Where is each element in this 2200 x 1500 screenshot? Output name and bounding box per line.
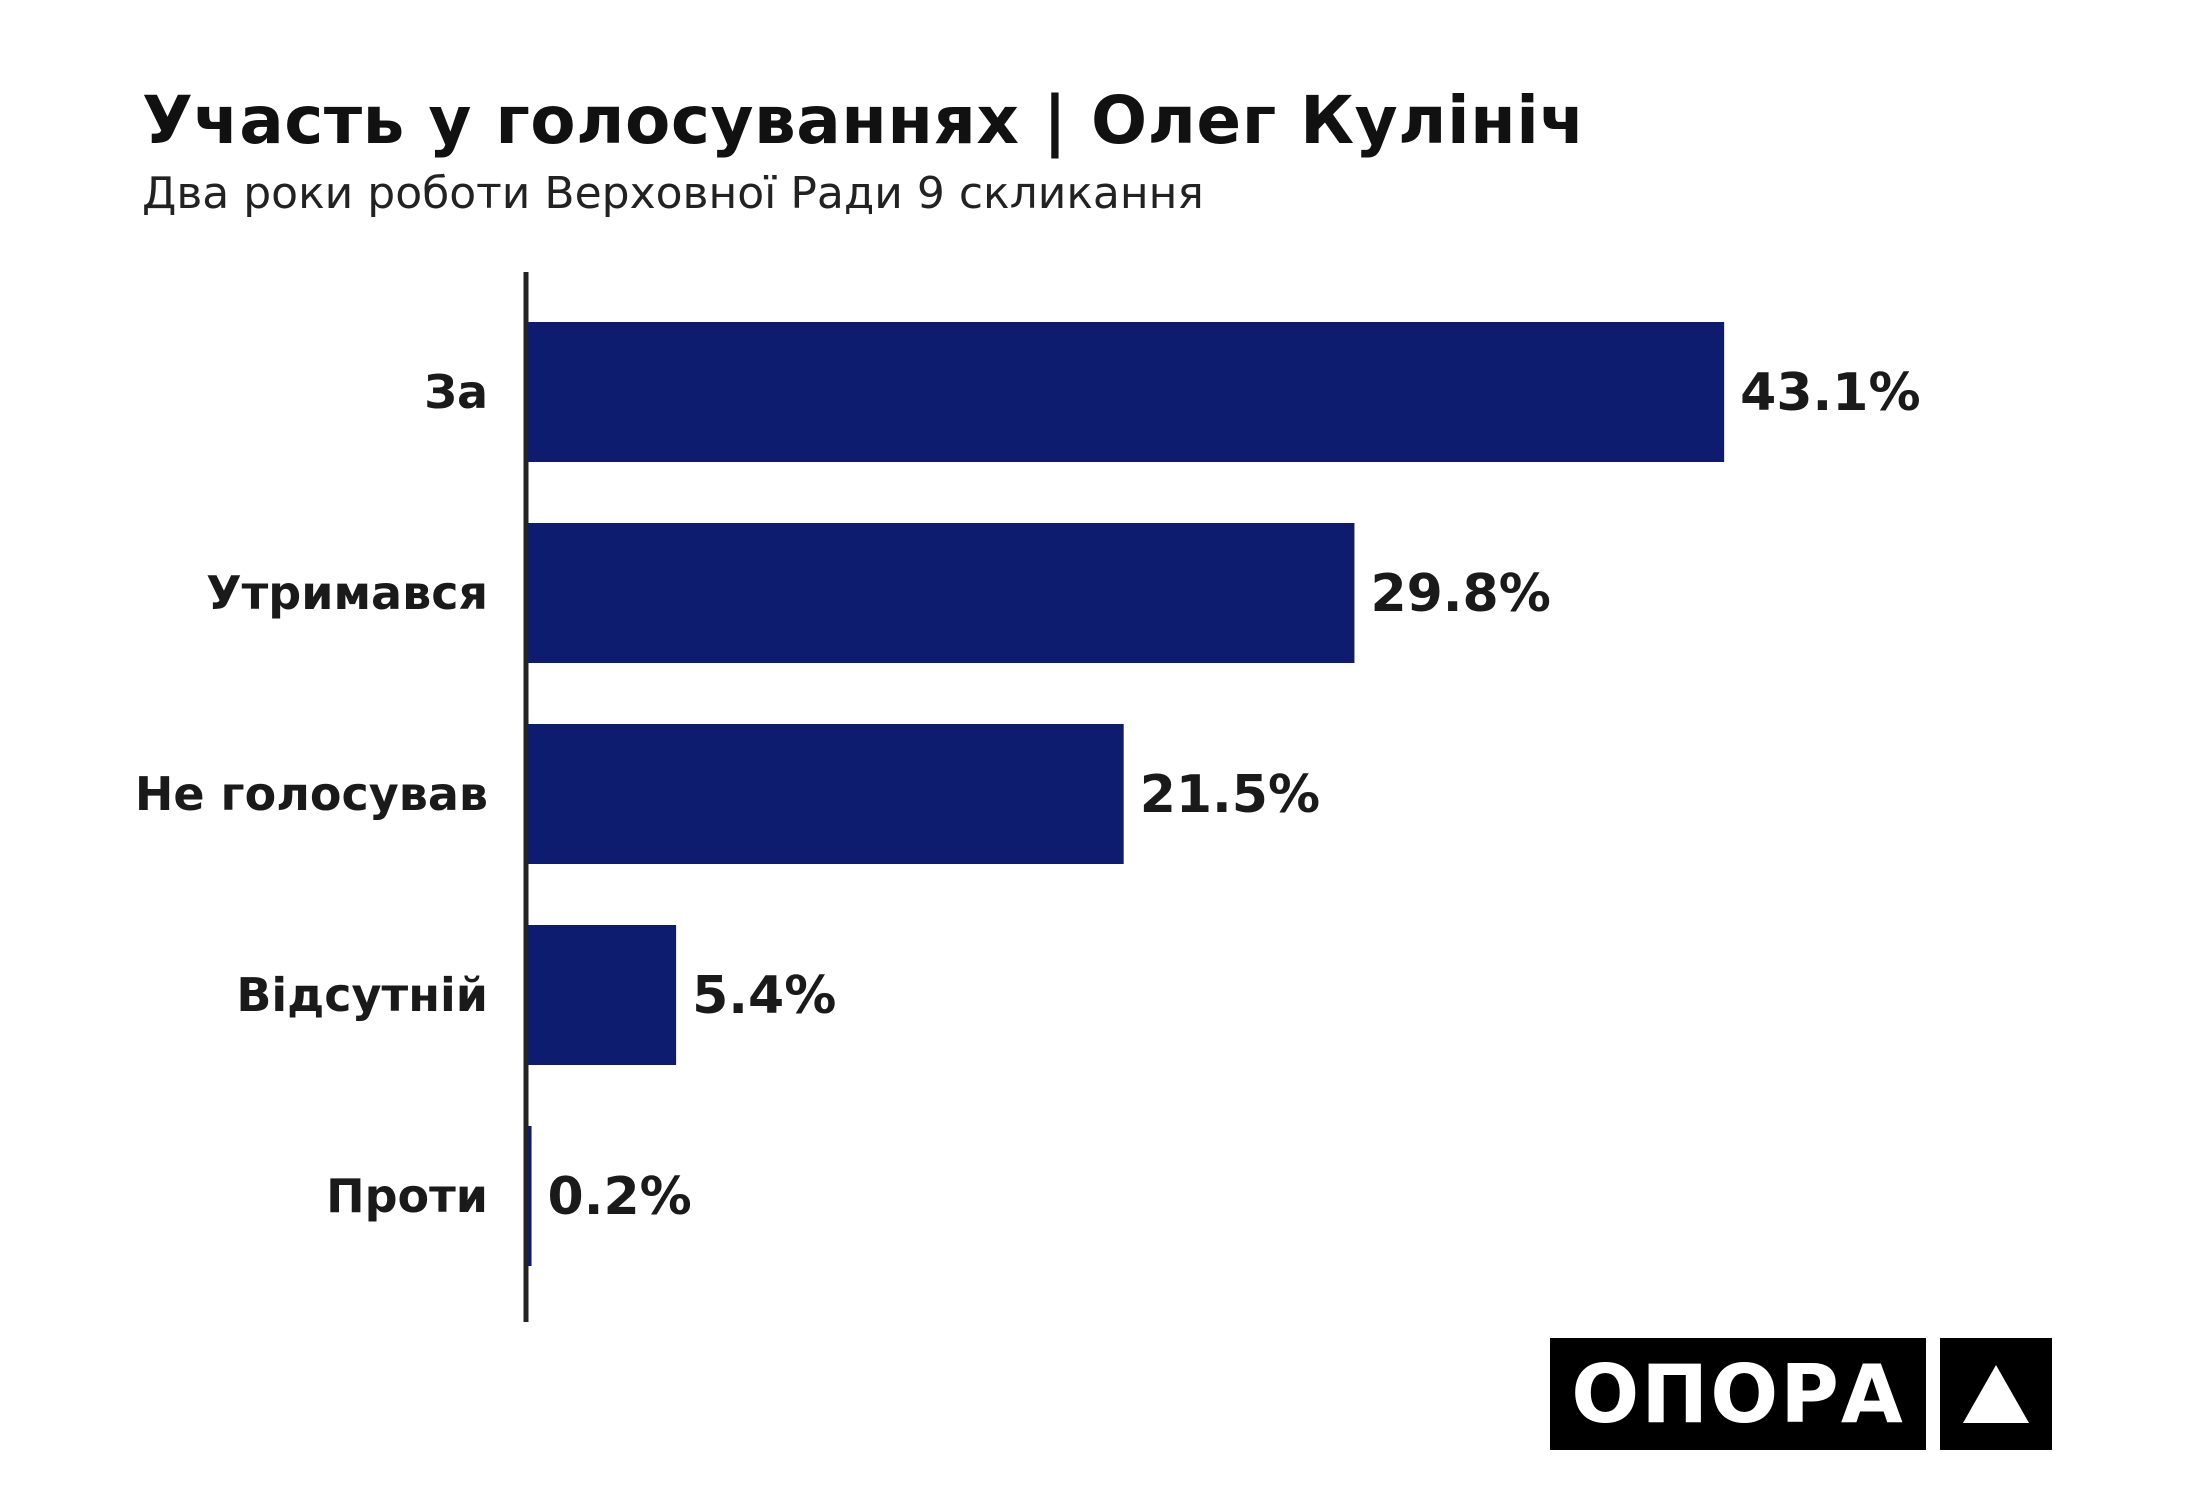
category-labels-group: За Утримався Не голосував Відсутній Проти (135, 365, 488, 1223)
bar-2 (526, 523, 1355, 663)
bars-group (526, 322, 1725, 1266)
category-label: Утримався (206, 566, 488, 620)
bar-5 (526, 1126, 532, 1266)
triangle-up-icon (1940, 1338, 2052, 1450)
chart-title: Участь у голосуваннях | Олег Кулініч (142, 82, 1586, 159)
bar-4 (526, 925, 677, 1065)
bar-chart: За Утримався Не голосував Відсутній Проти 43… (135, 272, 1921, 1322)
bar-1 (526, 322, 1725, 462)
chart-subtitle: Два роки роботи Верховної Ради 9 скликан… (142, 168, 1204, 219)
bar-3 (526, 724, 1124, 864)
value-labels-group: 43.1% 29.8% 21.5% 5.4% 0.2% (548, 363, 1921, 1227)
value-label: 43.1% (1740, 363, 1920, 423)
value-label: 0.2% (548, 1167, 692, 1227)
value-label: 21.5% (1140, 765, 1320, 825)
logo-text: ОПОРА (1550, 1338, 1926, 1450)
category-label: За (424, 365, 488, 419)
value-label: 5.4% (692, 966, 836, 1026)
value-label: 29.8% (1370, 564, 1550, 624)
opora-logo: ОПОРА (1550, 1338, 2052, 1450)
category-label: Відсутній (236, 968, 488, 1022)
category-label: Не голосував (135, 767, 488, 821)
category-label: Проти (326, 1169, 488, 1223)
